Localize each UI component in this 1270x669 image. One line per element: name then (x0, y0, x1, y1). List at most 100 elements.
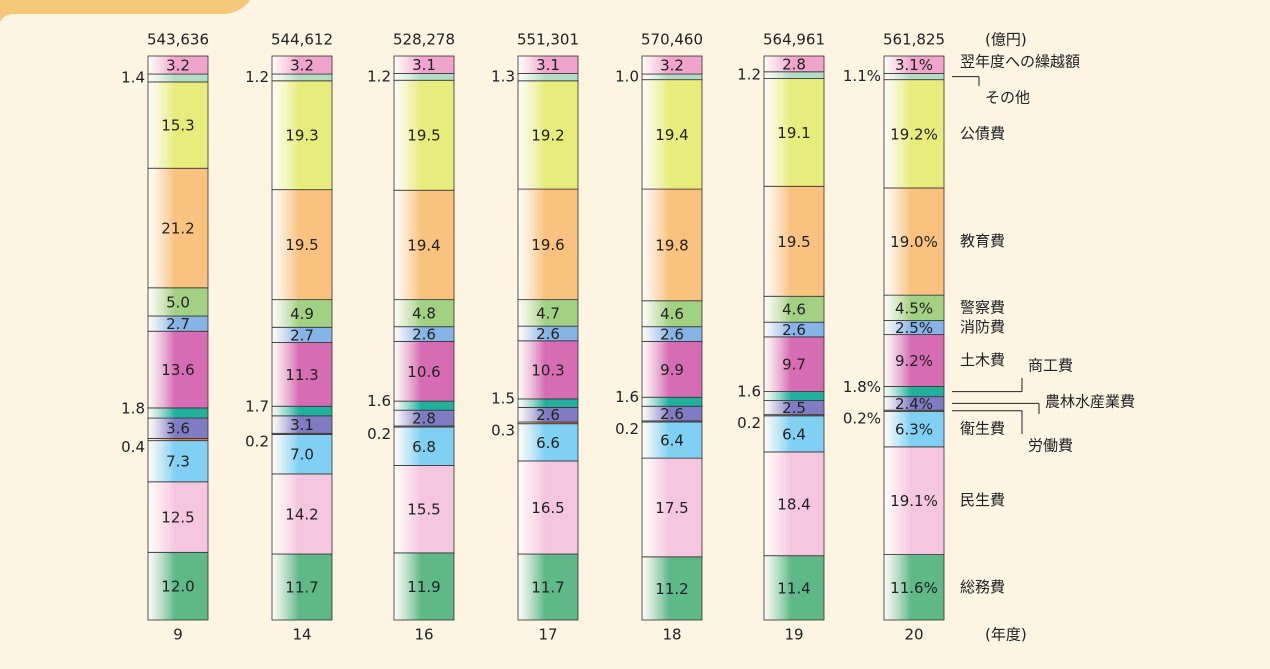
total-label: 528,278 (393, 31, 455, 49)
bar-segment (271, 299, 333, 328)
x-tick-label: 20 (904, 626, 923, 644)
legend-label: 総務費 (960, 578, 1005, 596)
bar-segment (763, 415, 825, 453)
bar-segment (517, 460, 579, 555)
value-label: 2.5 (782, 399, 806, 417)
value-label: 4.5% (895, 299, 933, 317)
x-tick-label: 19 (784, 626, 803, 644)
value-label: 14.2 (285, 505, 318, 523)
value-label: 16.5 (531, 499, 564, 517)
value-label: 10.6 (407, 363, 440, 381)
value-label: 11.7 (531, 579, 564, 597)
value-label: 6.6 (536, 434, 560, 452)
value-label: 0.2 (367, 425, 391, 443)
bar-segment (883, 294, 945, 321)
value-label: 4.6 (782, 301, 806, 319)
bar-segment (147, 55, 209, 75)
total-label: 570,460 (641, 31, 703, 49)
value-label: 19.1 (777, 124, 810, 142)
value-label: 2.7 (166, 315, 190, 333)
bar-segment (883, 55, 945, 74)
bar-segment (147, 330, 209, 409)
bar-segment (883, 73, 945, 81)
value-label: 1.2 (367, 67, 391, 85)
value-label: 1.1% (843, 67, 881, 85)
value-label: 15.3 (161, 117, 194, 135)
bar-segment (517, 398, 579, 408)
value-label: 19.1% (890, 492, 938, 510)
value-label: 2.6 (536, 325, 560, 343)
value-label: 9.7 (782, 356, 806, 374)
value-label: 0.2 (245, 432, 269, 450)
bar-segment (147, 551, 209, 621)
value-label: 2.6 (412, 326, 436, 344)
bar-segment (271, 342, 333, 407)
bar-segment (271, 553, 333, 621)
bar-segment (763, 555, 825, 621)
value-label: 2.6 (536, 406, 560, 424)
bar-segment (271, 55, 333, 75)
value-label: 21.2 (161, 220, 194, 238)
value-label: 10.3 (531, 361, 564, 379)
bar-segment (271, 405, 333, 417)
bar-segment (883, 386, 945, 398)
value-label: 11.9 (407, 578, 440, 596)
bar-segment (393, 400, 455, 411)
legend-label: 翌年度への繰越額 (960, 53, 1080, 71)
value-label: 7.0 (290, 446, 314, 464)
value-label: 2.4% (895, 395, 933, 413)
value-label: 3.6 (166, 420, 190, 438)
value-label: 1.2 (245, 68, 269, 86)
bar-segment (883, 410, 945, 448)
bar-segment (271, 434, 333, 475)
legend-label: 消防費 (960, 318, 1005, 336)
bar-segment (393, 426, 455, 466)
bar-segment (393, 299, 455, 328)
bar-segment (517, 73, 579, 82)
value-label: 9.2% (895, 352, 933, 370)
value-label: 1.4 (121, 68, 145, 86)
bar-segment (517, 423, 579, 462)
value-label: 19.2 (531, 126, 564, 144)
bar-segment (393, 465, 455, 554)
bar-segment (641, 55, 703, 75)
bar-segment (393, 340, 455, 402)
bar-segment (763, 295, 825, 323)
value-label: 2.6 (782, 321, 806, 339)
value-label: 1.6 (615, 388, 639, 406)
bar-segment (641, 396, 703, 407)
value-label: 11.6% (890, 579, 938, 597)
bar-segment (883, 79, 945, 189)
value-label: 2.5% (895, 319, 933, 337)
bar-segment (641, 340, 703, 398)
value-label: 19.0% (890, 233, 938, 251)
value-label: 9.9 (660, 361, 684, 379)
value-label: 0.2 (737, 414, 761, 432)
legend-label: 教育費 (960, 232, 1005, 250)
bar-segment (517, 55, 579, 74)
value-label: 6.4 (782, 425, 806, 443)
value-label: 3.1 (412, 56, 436, 74)
value-label: 19.5 (285, 236, 318, 254)
value-label: 1.0 (615, 67, 639, 85)
value-label: 19.6 (531, 236, 564, 254)
value-label: 0.3 (491, 421, 515, 439)
legend-label: 衛生費 (960, 420, 1005, 438)
value-label: 0.2 (615, 420, 639, 438)
bar-segment (641, 188, 703, 302)
x-unit-label: (年度) (985, 626, 1027, 644)
value-label: 19.4 (655, 126, 688, 144)
bar-segment (763, 78, 825, 187)
value-label: 2.6 (660, 326, 684, 344)
value-label: 15.5 (407, 501, 440, 519)
x-tick-label: 17 (538, 626, 557, 644)
legend-label: 土木費 (960, 351, 1005, 369)
bar-segment (763, 336, 825, 392)
value-label: 12.0 (161, 578, 194, 596)
legend-label: 商工費 (1028, 357, 1073, 375)
bar-segment (147, 407, 209, 419)
value-label: 4.9 (290, 305, 314, 323)
value-label: 1.2 (737, 66, 761, 84)
bar-segment (883, 554, 945, 621)
